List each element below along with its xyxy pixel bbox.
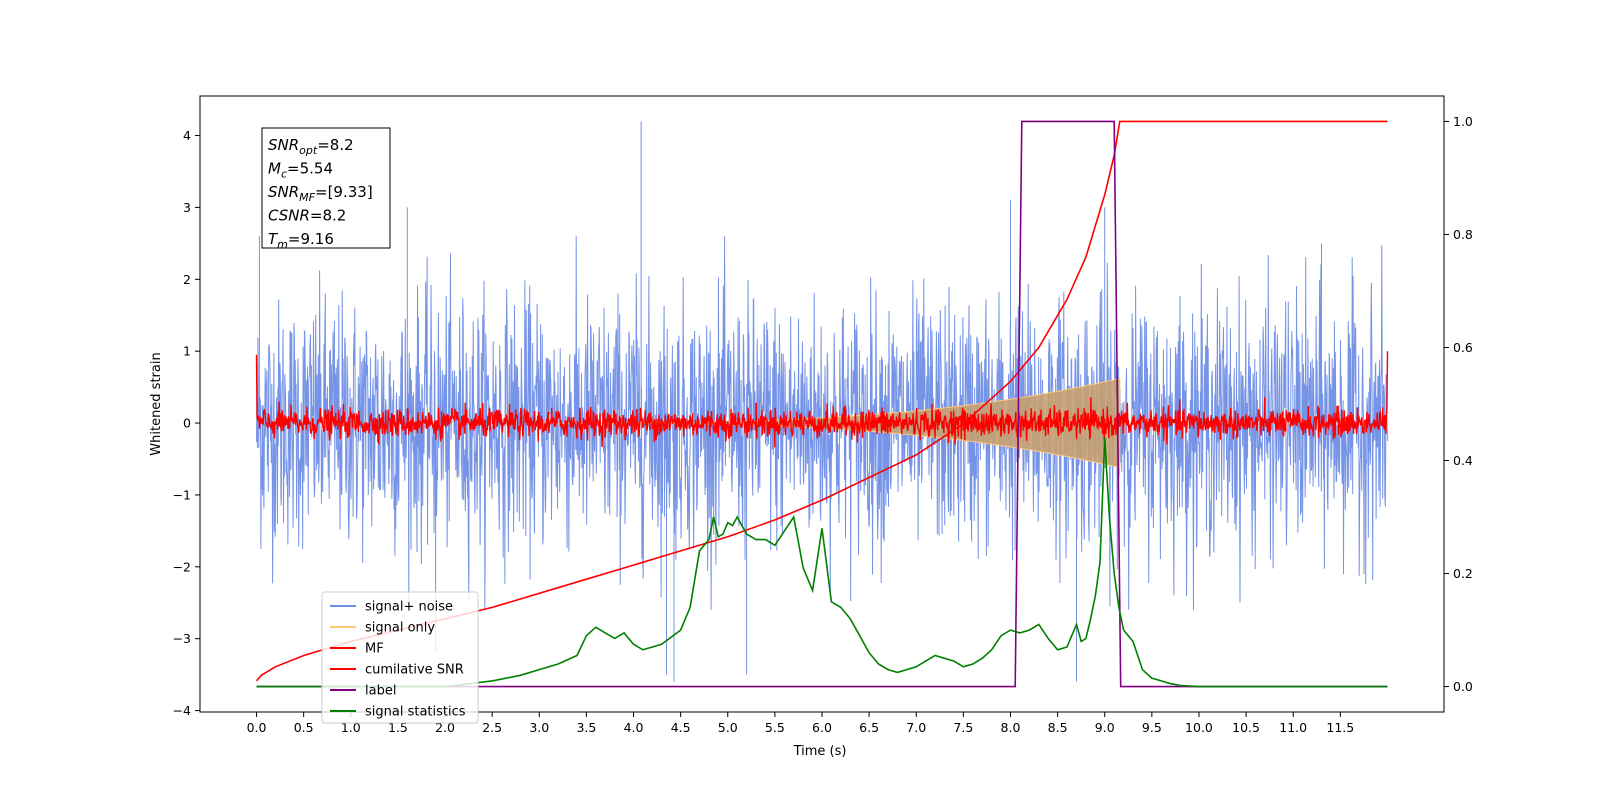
x-tick-label: 1.0 bbox=[341, 720, 361, 735]
info-box-frame bbox=[261, 127, 391, 249]
info-line: CSNR=8.2 bbox=[268, 207, 346, 225]
legend-entry: MF bbox=[365, 642, 384, 657]
x-tick-label: 4.0 bbox=[624, 720, 644, 735]
legend-frame bbox=[321, 591, 479, 724]
y-left-tick-label: 4 bbox=[183, 128, 191, 143]
y-left-tick-label: 3 bbox=[183, 200, 191, 215]
legend-entry: signal+ noise bbox=[365, 600, 453, 615]
x-tick-label: 11.0 bbox=[1279, 720, 1307, 735]
legend: signal+ noise signal only MF cumilative SNR… bbox=[321, 591, 479, 724]
legend-entry: cumilative SNR bbox=[365, 663, 464, 678]
x-tick-label: 2.0 bbox=[435, 720, 455, 735]
legend-entry: signal statistics bbox=[365, 705, 466, 720]
info-line: Tm=9.16 bbox=[268, 230, 334, 251]
x-tick-label: 7.5 bbox=[953, 720, 973, 735]
x-tick-label: 0.0 bbox=[247, 720, 267, 735]
series-mf bbox=[255, 351, 1389, 448]
info-line: SNRMF=[9.33] bbox=[268, 183, 373, 204]
legend-entry: label bbox=[365, 684, 396, 699]
x-tick-label: 2.5 bbox=[482, 720, 502, 735]
x-tick-label: 10.0 bbox=[1185, 720, 1213, 735]
y-right-tick-label: 0.6 bbox=[1453, 340, 1473, 355]
y-right-tick-label: 0.2 bbox=[1453, 566, 1473, 581]
y-right-tick-label: 1.0 bbox=[1453, 114, 1473, 129]
y-left-tick-label: −1 bbox=[173, 487, 191, 502]
x-tick-label: 11.5 bbox=[1326, 720, 1354, 735]
x-tick-label: 5.5 bbox=[765, 720, 785, 735]
info-line: Mc=5.54 bbox=[268, 160, 333, 181]
x-tick-label: 3.5 bbox=[576, 720, 596, 735]
x-tick-label: 9.0 bbox=[1095, 720, 1115, 735]
x-tick-label: 3.0 bbox=[529, 720, 549, 735]
x-tick-label: 5.0 bbox=[718, 720, 738, 735]
x-tick-label: 1.5 bbox=[388, 720, 408, 735]
info-line: SNRopt=8.2 bbox=[268, 136, 354, 157]
y-right-tick-label: 0.0 bbox=[1453, 679, 1473, 694]
x-tick-label: 8.0 bbox=[1001, 720, 1021, 735]
series-signal-noise bbox=[256, 121, 1388, 682]
y-left-tick-label: 1 bbox=[183, 344, 191, 359]
y-axis-label: Whitened strain bbox=[149, 352, 164, 455]
x-axis-label: Time (s) bbox=[793, 744, 847, 759]
x-tick-label: 10.5 bbox=[1232, 720, 1260, 735]
y-left-tick-label: −4 bbox=[173, 703, 191, 718]
x-tick-label: 7.0 bbox=[906, 720, 926, 735]
y-right-tick-label: 0.4 bbox=[1453, 453, 1473, 468]
y-left-tick-label: −2 bbox=[173, 559, 191, 574]
y-left-tick-label: 2 bbox=[183, 272, 191, 287]
series-signal-statistics bbox=[256, 437, 1388, 688]
y-left-tick-label: 0 bbox=[183, 416, 191, 431]
legend-entry: signal only bbox=[365, 621, 435, 636]
x-tick-label: 6.5 bbox=[859, 720, 879, 735]
x-tick-label: 0.5 bbox=[294, 720, 314, 735]
x-tick-label: 8.5 bbox=[1048, 720, 1068, 735]
x-tick-label: 4.5 bbox=[671, 720, 691, 735]
x-tick-label: 9.5 bbox=[1142, 720, 1162, 735]
y-right-tick-label: 0.8 bbox=[1453, 227, 1473, 242]
y-left-tick-label: −3 bbox=[173, 631, 191, 646]
axes: 0.0 0.5 1.0 1.5 2.0 2.5 3.0 3.5 4.0 4.5 5.0 5.5 6.0 6… bbox=[173, 114, 1473, 735]
series-label bbox=[256, 120, 1388, 688]
x-tick-label: 6.0 bbox=[812, 720, 832, 735]
